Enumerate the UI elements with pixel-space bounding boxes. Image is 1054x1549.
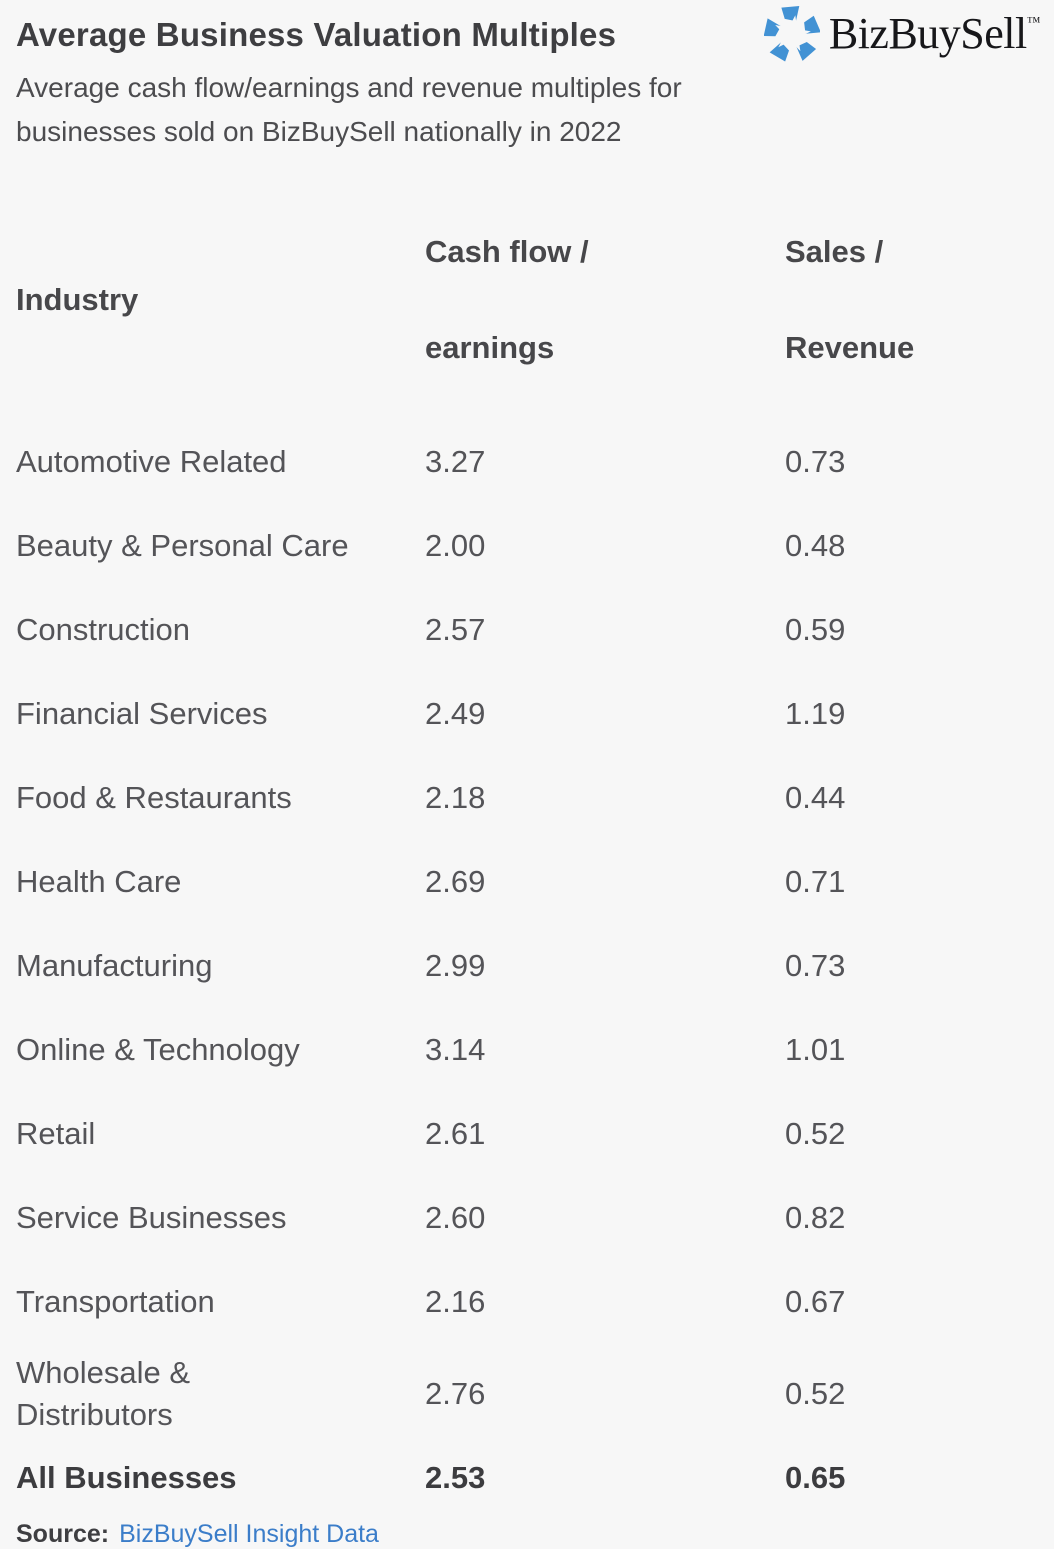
- industry-cell: Manufacturing: [16, 948, 213, 983]
- cash-flow-earnings-cell: 2.69: [425, 864, 486, 899]
- industry-cell: Food & Restaurants: [16, 780, 292, 815]
- brand-wordmark: BizBuySell™: [828, 9, 1041, 58]
- table-row: Service Businesses 2.60 0.82: [16, 1176, 1038, 1260]
- cash-flow-earnings-cell: 2.99: [425, 948, 486, 983]
- table-body: Automotive Related 3.27 0.73 Beauty & Pe…: [16, 420, 1038, 1444]
- table-row: Transportation 2.16 0.67: [16, 1260, 1038, 1344]
- table-row: Health Care 2.69 0.71: [16, 840, 1038, 924]
- sales-revenue-cell: 0.71: [785, 864, 846, 899]
- table-header-row: Industry Cash flow / earnings Sales / Re…: [16, 178, 1038, 420]
- page-title: Average Business Valuation Multiples: [16, 16, 617, 53]
- page-subtitle: Average cash flow/earnings and revenue m…: [16, 72, 682, 147]
- table-row: Beauty & Personal Care 2.00 0.48: [16, 504, 1038, 588]
- cash-flow-earnings-cell: 3.27: [425, 444, 486, 479]
- cash-flow-earnings-cell: 2.61: [425, 1116, 486, 1151]
- industry-cell: Automotive Related: [16, 444, 287, 479]
- sales-revenue-cell: 1.01: [785, 1032, 846, 1067]
- table-total-row: All Businesses 2.53 0.65: [16, 1444, 1038, 1512]
- table-row: Retail 2.61 0.52: [16, 1092, 1038, 1176]
- sales-revenue-cell: 0.73: [785, 948, 846, 983]
- sales-revenue-cell: 0.48: [785, 528, 846, 563]
- industry-cell: Construction: [16, 612, 191, 647]
- bizbuysell-logo: BizBuySell™: [763, 6, 1041, 62]
- valuation-table: Industry Cash flow / earnings Sales / Re…: [16, 178, 1038, 1512]
- table-row: Wholesale & Distributors 2.76 0.52: [16, 1344, 1038, 1444]
- industry-cell: Service Businesses: [16, 1200, 287, 1235]
- industry-cell: Beauty & Personal Care: [16, 528, 349, 563]
- table-row: Food & Restaurants 2.18 0.44: [16, 756, 1038, 840]
- sales-revenue-cell: 0.73: [785, 444, 846, 479]
- industry-cell: Wholesale & Distributors: [16, 1355, 191, 1432]
- sales-revenue-cell: 0.52: [785, 1376, 846, 1411]
- column-header-cash-flow-earnings: Cash flow / earnings: [425, 180, 785, 420]
- sales-revenue-cell: 0.52: [785, 1116, 846, 1151]
- column-header-line: Sales /: [785, 234, 884, 269]
- column-header-line: earnings: [425, 330, 555, 365]
- industry-cell: Transportation: [16, 1284, 215, 1319]
- brand-name: BizBuySell: [828, 9, 1027, 58]
- cash-flow-earnings-cell: 3.14: [425, 1032, 486, 1067]
- cash-flow-earnings-cell: 2.53: [425, 1460, 486, 1495]
- cash-flow-earnings-cell: 2.18: [425, 780, 486, 815]
- sales-revenue-cell: 0.82: [785, 1200, 846, 1235]
- bizbuysell-pinwheel-star-icon: [763, 6, 820, 62]
- table-row: Construction 2.57 0.59: [16, 588, 1038, 672]
- industry-cell: All Businesses: [16, 1460, 237, 1495]
- sales-revenue-cell: 0.44: [785, 780, 846, 815]
- cash-flow-earnings-cell: 2.57: [425, 612, 486, 647]
- industry-cell: Online & Technology: [16, 1032, 300, 1067]
- industry-cell: Retail: [16, 1116, 96, 1151]
- cash-flow-earnings-cell: 2.49: [425, 696, 486, 731]
- table-row: Online & Technology 3.14 1.01: [16, 1008, 1038, 1092]
- source-link[interactable]: BizBuySell Insight Data: [119, 1520, 379, 1548]
- table-row: Manufacturing 2.99 0.73: [16, 924, 1038, 1008]
- source-label: Source:: [16, 1520, 110, 1548]
- sales-revenue-cell: 0.59: [785, 612, 846, 647]
- industry-cell: Health Care: [16, 864, 182, 899]
- cash-flow-earnings-cell: 2.16: [425, 1284, 486, 1319]
- cash-flow-earnings-cell: 2.76: [425, 1376, 486, 1411]
- column-header-line: Revenue: [785, 330, 915, 365]
- column-header-industry: Industry: [16, 282, 139, 317]
- column-header-sales-revenue: Sales / Revenue: [785, 180, 1038, 420]
- sales-revenue-cell: 0.65: [785, 1460, 846, 1495]
- source-line: Source: BizBuySell Insight Data: [16, 1520, 1038, 1549]
- cash-flow-earnings-cell: 2.60: [425, 1200, 486, 1235]
- sales-revenue-cell: 0.67: [785, 1284, 846, 1319]
- column-header-line: Cash flow /: [425, 234, 589, 269]
- cash-flow-earnings-cell: 2.00: [425, 528, 486, 563]
- industry-cell: Financial Services: [16, 696, 268, 731]
- trademark-symbol: ™: [1026, 15, 1041, 30]
- sales-revenue-cell: 1.19: [785, 696, 846, 731]
- table-row: Financial Services 2.49 1.19: [16, 672, 1038, 756]
- table-row: Automotive Related 3.27 0.73: [16, 420, 1038, 504]
